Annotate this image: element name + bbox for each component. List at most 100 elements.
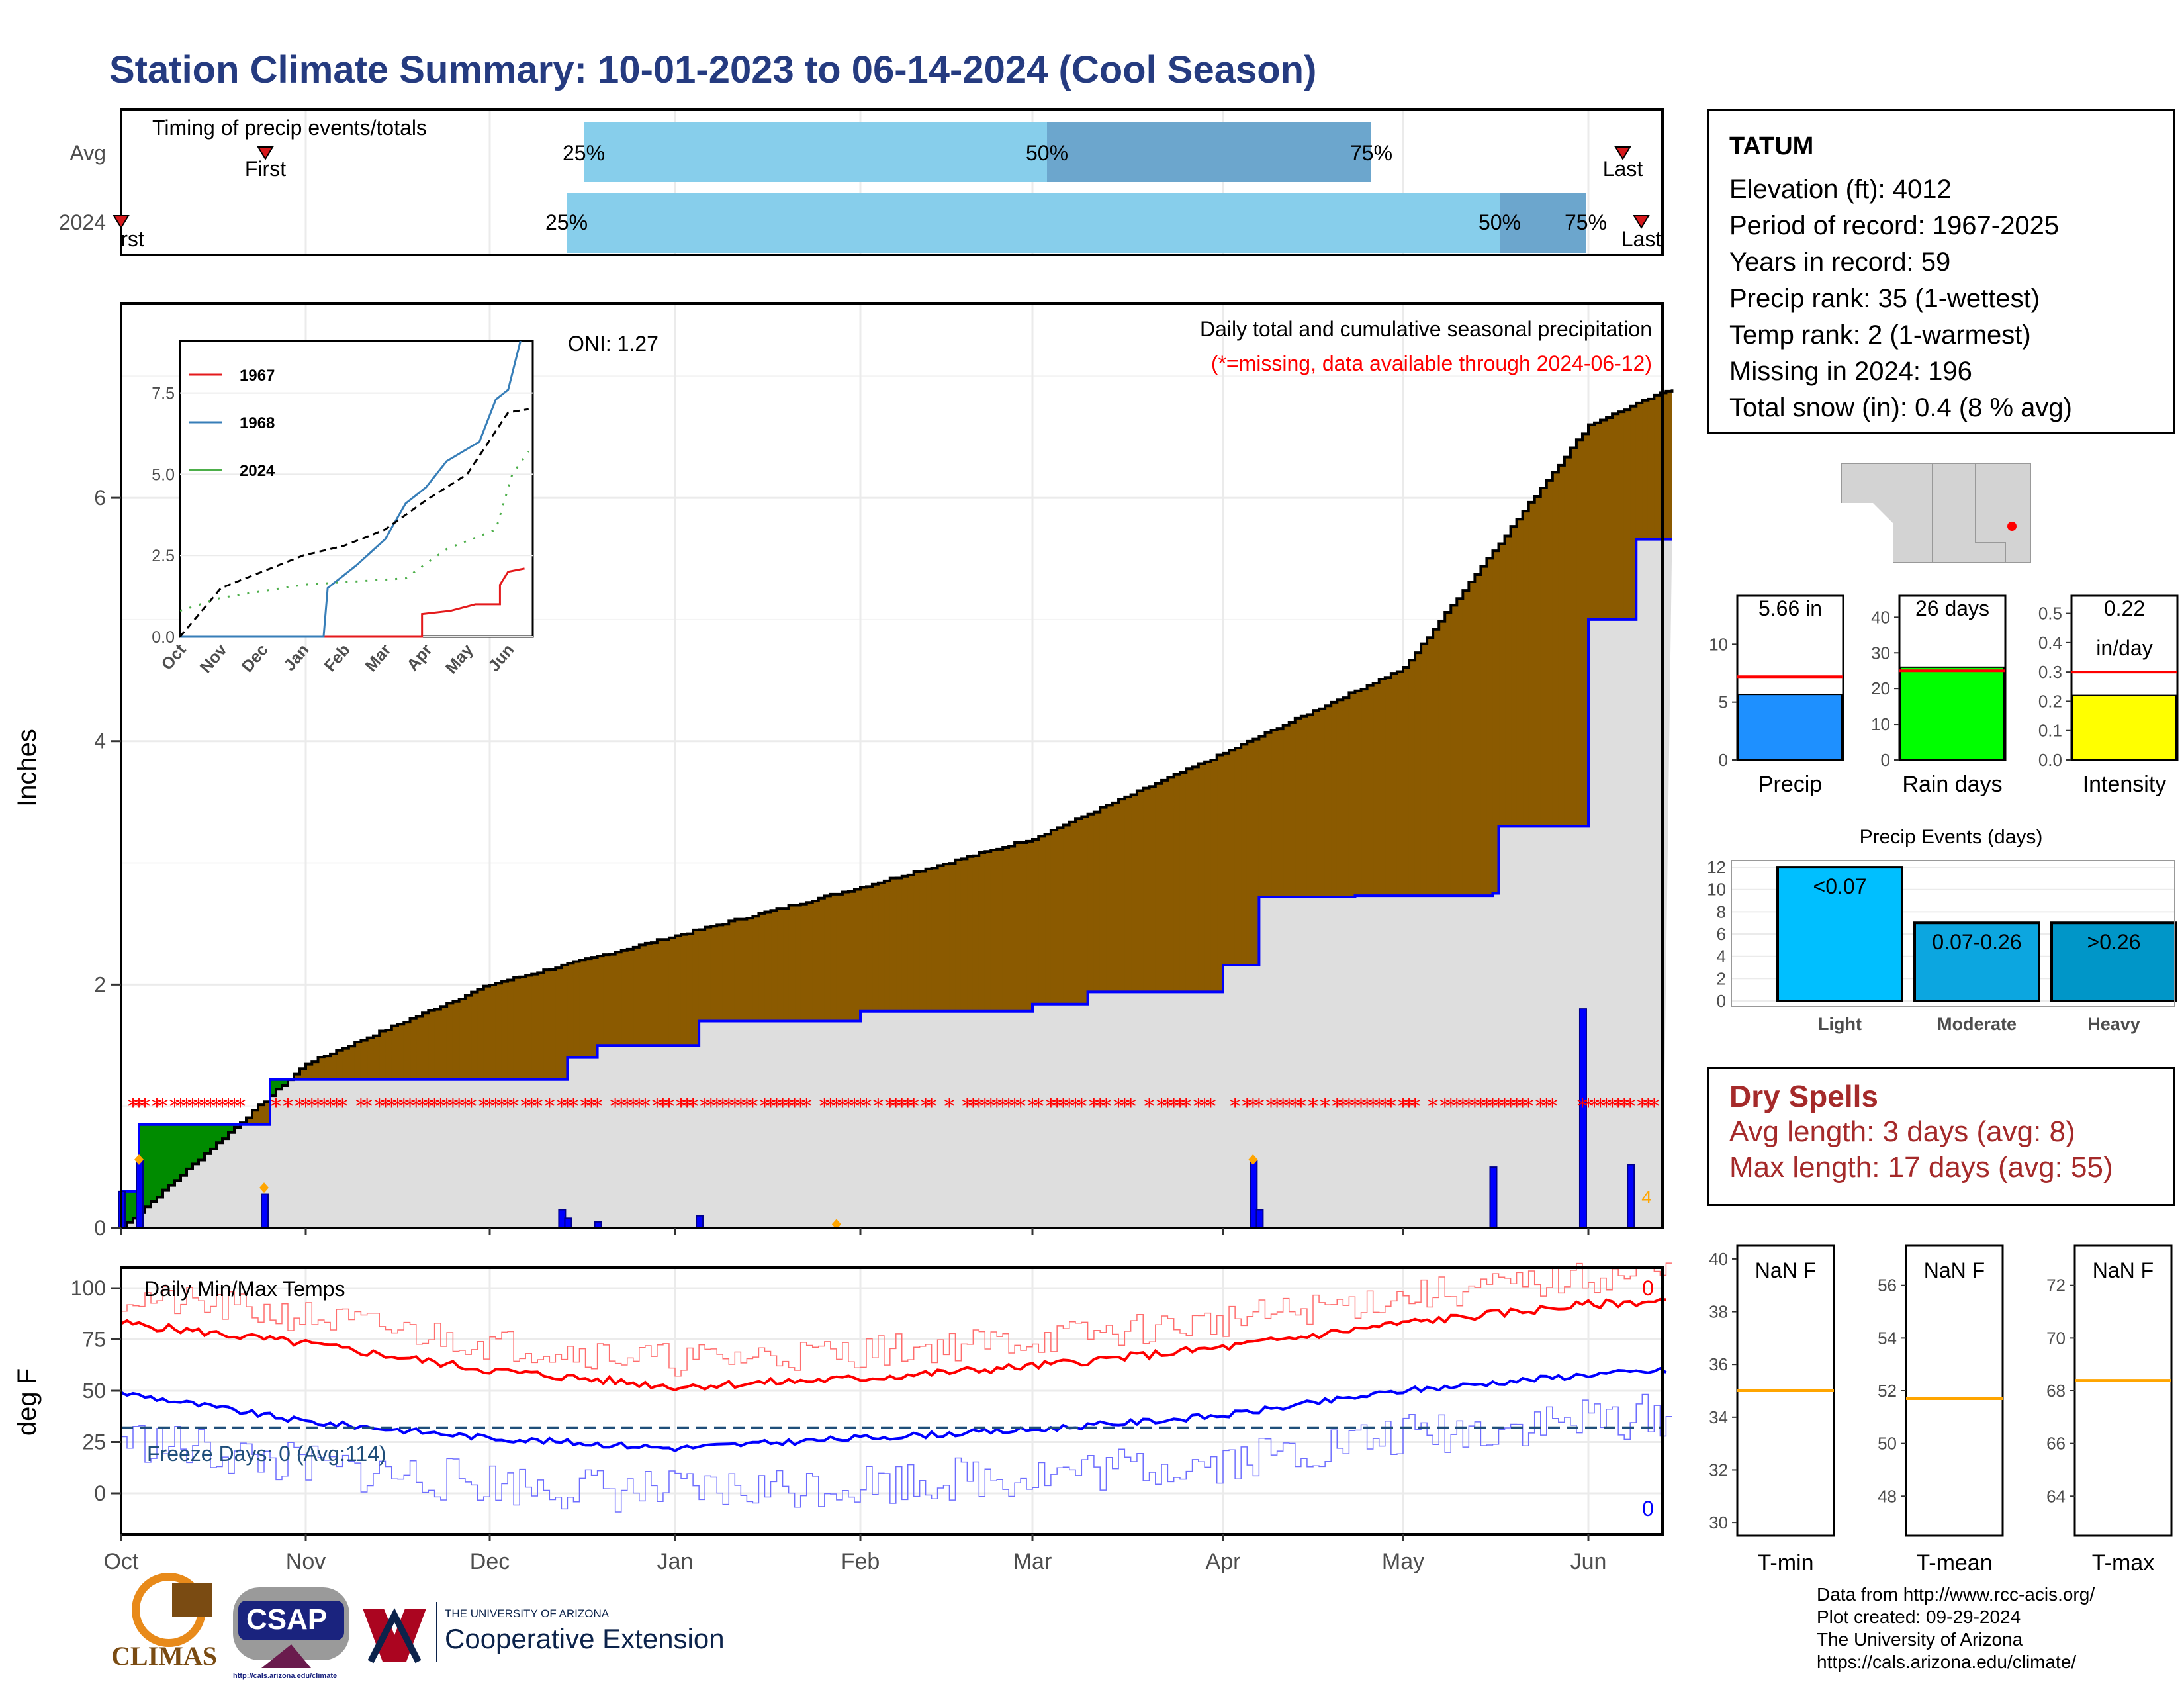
precip-climatology-line (121, 389, 1674, 1230)
temp-max-observed (121, 1262, 1672, 1377)
summary-ytick: 40 (1871, 607, 1890, 627)
footer-line-2: Plot created: 09-29-2024 (1817, 1607, 2021, 1627)
temp-ytick-label: 100 (71, 1276, 106, 1300)
station-name: TATUM (1729, 132, 1814, 160)
missing-data-marker: * (478, 1094, 489, 1120)
summary-label: Rain days (1902, 772, 2002, 797)
missing-data-marker: * (1015, 1094, 1026, 1120)
station-period: Period of record: 1967-2025 (1729, 211, 2060, 240)
events-bar (2050, 921, 2177, 1002)
summary-ytick: 10 (1709, 634, 1728, 654)
temp-label: Daily Min/Max Temps (144, 1277, 345, 1301)
missing-data-marker: * (187, 1094, 199, 1120)
missing-data-marker: * (1493, 1094, 1504, 1120)
missing-data-marker: * (711, 1094, 723, 1120)
timing-avg-75: 75% (1350, 141, 1392, 165)
events-category-label: Heavy (2087, 1014, 2140, 1034)
events-ytick: 0 (1717, 991, 1726, 1011)
missing-data-marker: * (896, 1094, 907, 1120)
missing-data-marker: * (490, 1094, 502, 1120)
daily-precip-bar (1255, 1209, 1264, 1229)
daily-precip-bar (564, 1217, 572, 1229)
precip-ytick-label: 4 (94, 729, 106, 753)
missing-data-marker: * (318, 1094, 330, 1120)
summary-value-label: 0.22 (2104, 596, 2145, 620)
missing-data-marker: * (312, 1094, 324, 1120)
missing-data-marker: * (441, 1094, 453, 1120)
missing-data-marker: * (410, 1094, 422, 1120)
timing-row-2024: 2024 (59, 211, 106, 234)
missing-data-marker: * (1463, 1094, 1475, 1120)
dry-spells-avg: Avg length: 3 days (avg: 8) (1729, 1115, 2075, 1148)
inset-legend-label: 1968 (240, 414, 275, 432)
timing-2024-25-50 (567, 193, 1500, 253)
missing-data-marker: * (1457, 1094, 1469, 1120)
oni-label: ONI: 1.27 (568, 332, 659, 355)
missing-data-marker: * (1338, 1094, 1349, 1120)
inset-ytick: 0.0 (152, 628, 175, 647)
ua-logo-icon (367, 1608, 422, 1664)
temp-panel-border (120, 1266, 1664, 1536)
precip-panel-border (120, 302, 1664, 1229)
temp-summary-ytick: 50 (1878, 1434, 1897, 1454)
missing-data-marker: * (663, 1094, 674, 1120)
missing-data-marker: * (271, 1094, 282, 1120)
missing-data-marker: * (884, 1094, 895, 1120)
precip-ytick-label: 0 (94, 1216, 106, 1240)
missing-data-marker: * (1595, 1094, 1606, 1120)
missing-data-marker: * (979, 1094, 991, 1120)
missing-data-marker: * (1576, 1094, 1588, 1120)
temp-summary-ytick: 36 (1709, 1354, 1728, 1374)
missing-data-marker: * (140, 1094, 151, 1120)
missing-data-marker: * (1343, 1094, 1355, 1120)
missing-data-marker: * (651, 1094, 662, 1120)
missing-data-marker: * (1361, 1094, 1373, 1120)
temp-summary-ytick: 72 (2046, 1276, 2066, 1295)
missing-data-marker: * (532, 1094, 543, 1120)
missing-data-marker: * (1445, 1094, 1457, 1120)
missing-data-marker: * (229, 1094, 240, 1120)
temp-max-average (120, 1297, 1666, 1391)
timing-label: Timing of precip events/totals (152, 116, 427, 140)
temp-summary-value: NaN F (1924, 1258, 1985, 1282)
map-land-cutout (1841, 503, 1893, 563)
timing-panel-border (120, 108, 1664, 256)
missing-data-marker: * (502, 1094, 514, 1120)
missing-data-marker: * (1295, 1094, 1306, 1120)
missing-data-marker: * (355, 1094, 367, 1120)
missing-data-marker: * (1487, 1094, 1498, 1120)
missing-data-marker: * (331, 1094, 342, 1120)
missing-data-marker: * (1607, 1094, 1618, 1120)
temp-summary-ytick: 34 (1709, 1407, 1728, 1427)
station-temp-rank: Temp rank: 2 (1-warmest) (1729, 320, 2031, 350)
missing-data-marker: * (819, 1094, 830, 1120)
inset-ytick: 7.5 (152, 385, 175, 403)
missing-data-marker: * (705, 1094, 717, 1120)
temp-summary-ytick: 30 (1709, 1513, 1728, 1532)
summary-ytick: 0.1 (2038, 721, 2062, 741)
missing-data-marker: * (1283, 1094, 1295, 1120)
missing-data-marker: * (657, 1094, 668, 1120)
missing-data-marker: * (1320, 1094, 1331, 1120)
missing-data-marker: * (1088, 1094, 1099, 1120)
footer-line-4: https://cals.arizona.edu/climate/ (1817, 1652, 2077, 1672)
summary-label: Precip (1758, 772, 1822, 797)
missing-data-marker: * (169, 1094, 181, 1120)
summary-value-label: 5.66 in (1758, 596, 1822, 620)
first-avg-marker (257, 146, 274, 160)
temp-summary-ytick: 70 (2046, 1328, 2066, 1348)
missing-data-marker: * (723, 1094, 735, 1120)
events-bar (1776, 866, 1903, 1002)
events-ytick: 2 (1717, 968, 1726, 988)
temp-summary-value: NaN F (2093, 1258, 2154, 1282)
missing-data-marker: * (386, 1094, 397, 1120)
climas-logo-text: CLIMAS (111, 1641, 218, 1671)
precip-ytick-label: 6 (94, 486, 106, 510)
summary-value-label: 26 days (1915, 596, 1989, 620)
missing-data-marker: * (831, 1094, 842, 1120)
missing-data-marker: * (801, 1094, 812, 1120)
temp-summary-ytick: 48 (1878, 1486, 1897, 1506)
missing-data-marker: * (1168, 1094, 1179, 1120)
events-bar-label: <0.07 (1813, 874, 1867, 898)
missing-data-marker: * (688, 1094, 699, 1120)
